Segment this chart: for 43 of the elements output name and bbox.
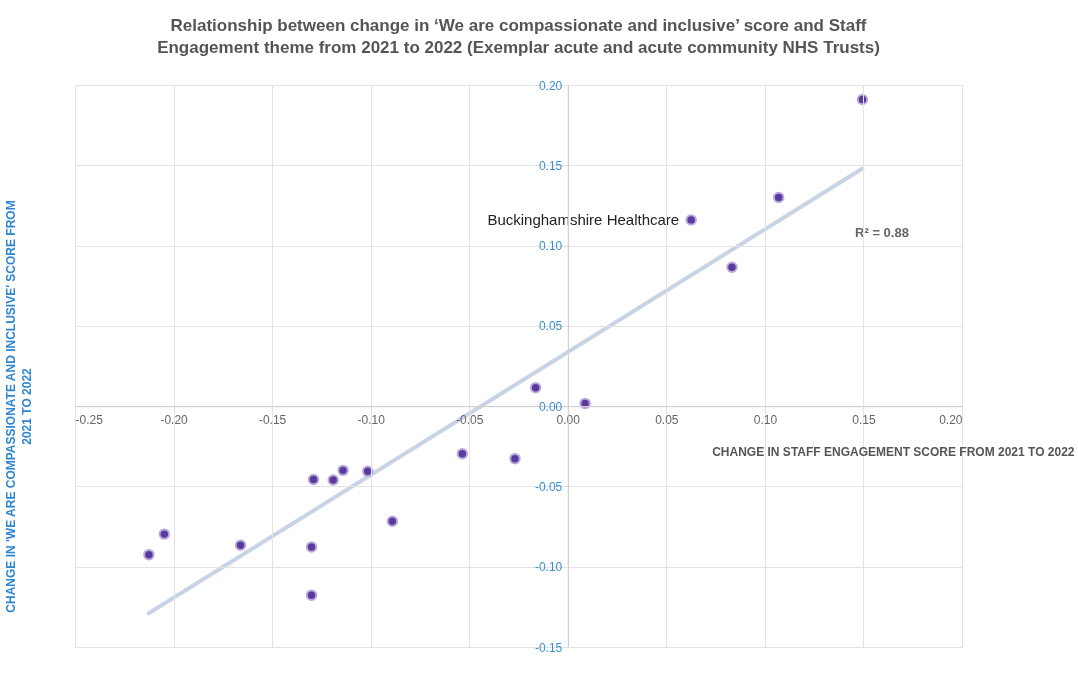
point [305, 541, 318, 553]
x-tick-label: -0.10 [357, 412, 386, 427]
y-tick-label: 0.05 [538, 319, 563, 334]
text: 2021 TO 2022 [19, 368, 34, 445]
text: Relationship between change in ‘We are compassionate and inclusive’ score and Staff [170, 16, 867, 35]
point [327, 474, 339, 486]
point [234, 539, 247, 551]
y-tick-label: 0.10 [538, 239, 563, 254]
x-axis-title: CHANGE IN STAFF ENGAGEMENT SCORE FROM 2021 TO 2022 [712, 444, 1075, 459]
x-tick-label: 0.10 [753, 412, 778, 427]
x-tick-label: -0.25 [75, 412, 104, 427]
annotation: Buckinghamshire Healthcare [487, 210, 680, 228]
y-tick-label: 0.00 [538, 399, 563, 414]
point [307, 473, 320, 486]
x-tick-label: 0.20 [939, 412, 963, 427]
point [509, 452, 521, 465]
point [305, 589, 318, 601]
text: CHANGE IN 'WE ARE COMPASSIONATE AND INCLUSIVE' SCORE FROM [3, 200, 18, 613]
point [361, 465, 374, 478]
y-tick-label: -0.15 [534, 640, 563, 655]
point [579, 397, 591, 410]
point [337, 464, 349, 477]
point [726, 261, 738, 273]
x-tick-label: -0.20 [160, 412, 189, 427]
y-tick-label: -0.05 [534, 479, 563, 494]
x-tick-label: -0.15 [258, 412, 287, 427]
point [386, 515, 399, 528]
point [143, 548, 155, 561]
x-tick-label: 0.15 [852, 412, 876, 427]
y-tick-label: 0.20 [538, 78, 563, 93]
annotation: R² = 0.88 [855, 225, 909, 240]
x-tick-label: -0.05 [456, 412, 484, 427]
point [529, 381, 542, 394]
y-tick-label: 0.15 [538, 158, 563, 173]
point [685, 214, 697, 226]
text: Engagement theme from 2021 to 2022 (Exemplar acute and acute community NHS Trusts) [157, 38, 880, 57]
x-tick-label: 0.05 [655, 412, 679, 427]
point [158, 528, 171, 540]
point [456, 447, 469, 460]
point [772, 191, 785, 204]
point [856, 93, 869, 106]
x-tick-label: 0.00 [556, 412, 581, 427]
y-tick-label: -0.10 [534, 560, 563, 575]
